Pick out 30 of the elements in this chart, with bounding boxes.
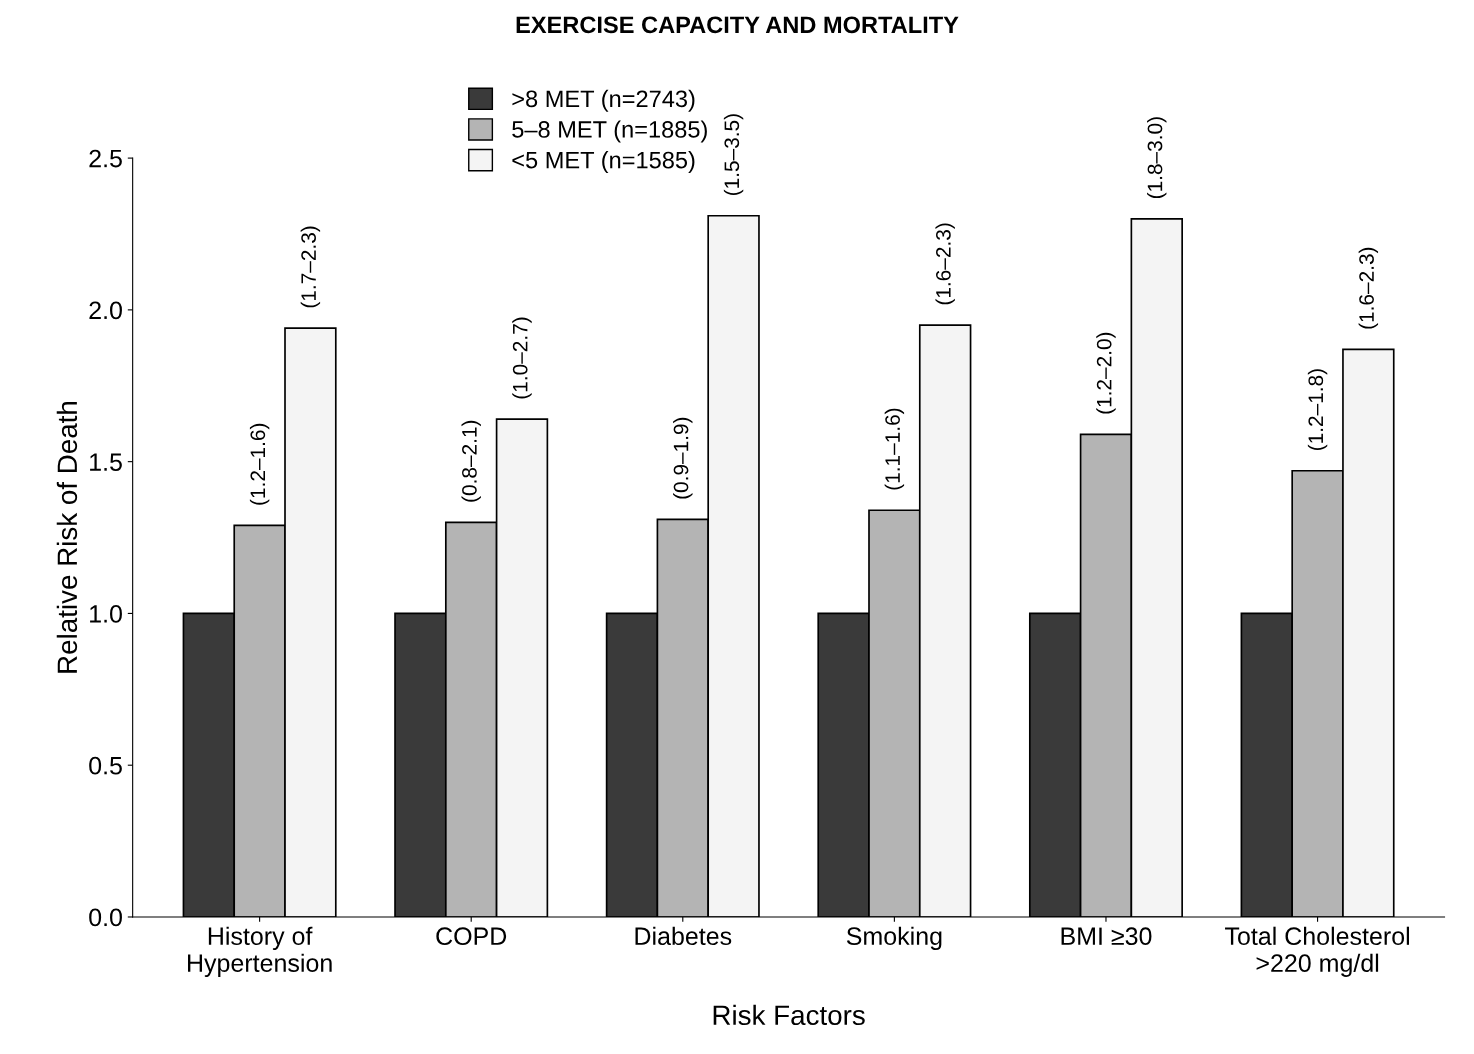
y-tick-label: 1.5 (90, 453, 122, 471)
x-tick-label: Diabetes (635, 926, 732, 946)
data-label: (1.6–2.3) (1358, 247, 1379, 329)
data-label: (1.6–2.3) (935, 223, 955, 305)
data-label: (1.2–2.0) (1096, 332, 1116, 414)
data-label: (0.8–2.1) (461, 420, 481, 502)
data-label: (1.8–3.0) (1147, 117, 1167, 199)
x-axis-title: Risk Factors (713, 1004, 865, 1026)
y-tick-label: 2.0 (89, 301, 122, 320)
x-tick-label: BMI ≥30 (1061, 927, 1152, 946)
y-tick-label: 0.5 (89, 756, 122, 775)
data-label: (1.7–2.3) (300, 226, 321, 308)
y-tick-label: 0.0 (89, 908, 122, 927)
x-tick-label: Smoking (846, 926, 942, 951)
y-axis-title: Relative Risk of Death (56, 401, 78, 673)
data-label: (1.5–3.5) (723, 114, 744, 196)
legend-label: <5 MET (n=1585) (512, 151, 695, 174)
x-tick-label: Total Cholesterol >220 mg/dl (1225, 926, 1409, 977)
y-tick-label: 1.0 (90, 605, 122, 623)
data-label: (1.2–1.6) (249, 423, 270, 505)
data-label: (0.9–1.9) (673, 417, 693, 499)
x-tick-label: COPD (436, 927, 507, 946)
data-label: (1.0–2.7) (512, 317, 532, 399)
legend-label: >8 MET (n=2743) (512, 89, 695, 112)
chart-title: EXERCISE CAPACITY AND MORTALITY (516, 16, 959, 34)
data-label: (1.2–1.8) (1307, 369, 1328, 451)
y-tick-label: 2.5 (89, 149, 122, 168)
data-label: (1.1–1.6) (884, 408, 905, 490)
x-tick-label: History of Hypertension (188, 926, 332, 977)
legend-label: 5–8 MET (n=1885) (512, 120, 707, 143)
